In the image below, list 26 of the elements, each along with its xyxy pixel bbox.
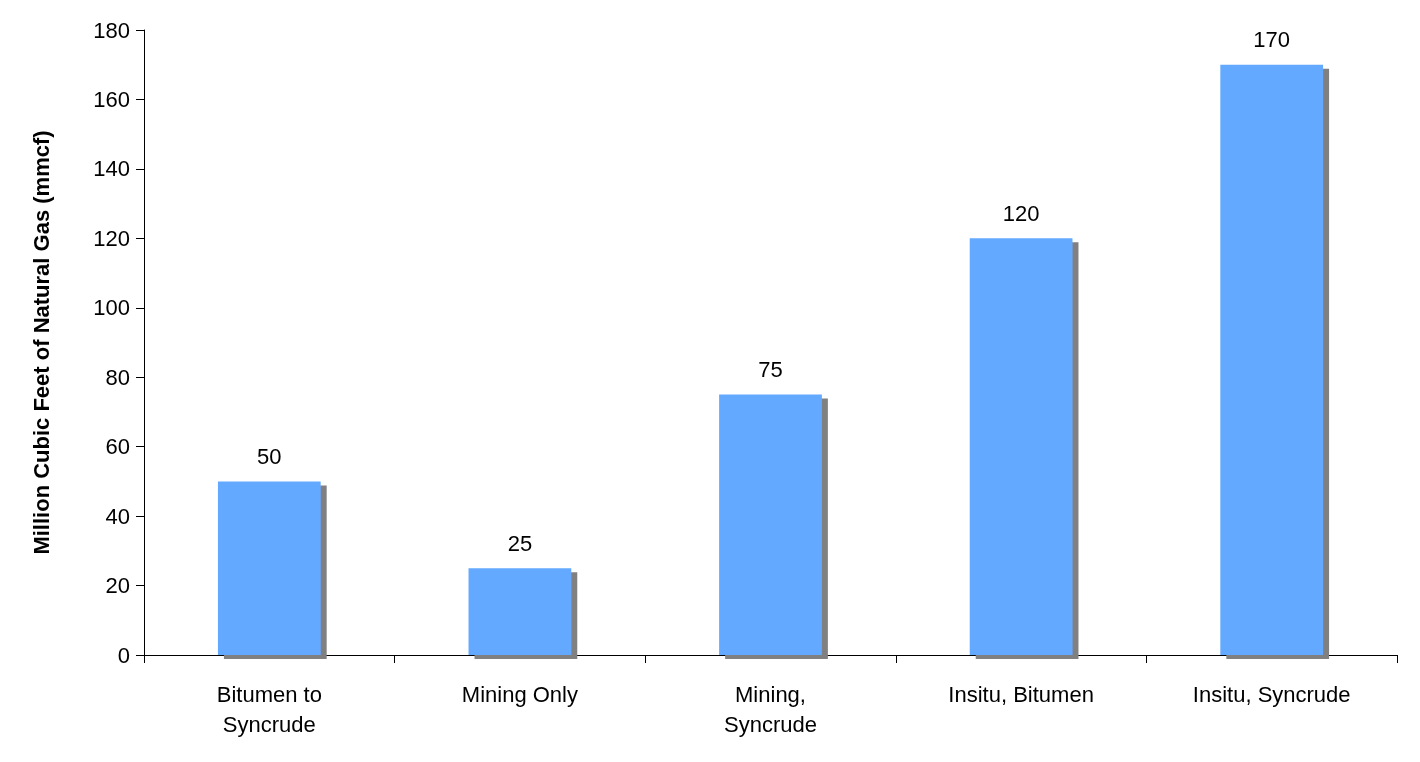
x-tick-label: Mining, Syncrude (724, 681, 817, 737)
y-tick-label: 100 (93, 295, 130, 321)
x-tick-label: Bitumen to Syncrude (216, 681, 322, 737)
y-tick-label: 160 (93, 86, 130, 112)
y-tick-label: 120 (93, 225, 130, 251)
y-tick-label: 140 (93, 156, 130, 182)
data-label: 50 (257, 443, 282, 469)
data-label: 170 (1253, 27, 1291, 53)
data-label: 120 (1002, 200, 1040, 226)
y-axis-title: Million Cubic Feet of Natural Gas (mmcf) (28, 130, 54, 555)
y-tick-label: 20 (105, 573, 130, 599)
y-tick-label: 0 (117, 642, 130, 668)
y-tick-label: 80 (105, 364, 130, 390)
data-label: 25 (507, 530, 533, 556)
bar (969, 238, 1073, 655)
bar (719, 394, 822, 655)
x-tick-label: Insitu, Syncrude (1192, 681, 1351, 707)
x-tick-label: Insitu, Bitumen (948, 681, 1094, 707)
y-tick-label: 60 (105, 434, 130, 460)
x-tick-label: Mining Only (461, 681, 578, 707)
y-tick-label: 180 (93, 17, 130, 43)
bar (468, 568, 572, 655)
y-tick-label: 40 (105, 503, 130, 529)
data-label: 75 (758, 357, 783, 383)
bar (217, 481, 321, 655)
bar (1220, 64, 1324, 655)
